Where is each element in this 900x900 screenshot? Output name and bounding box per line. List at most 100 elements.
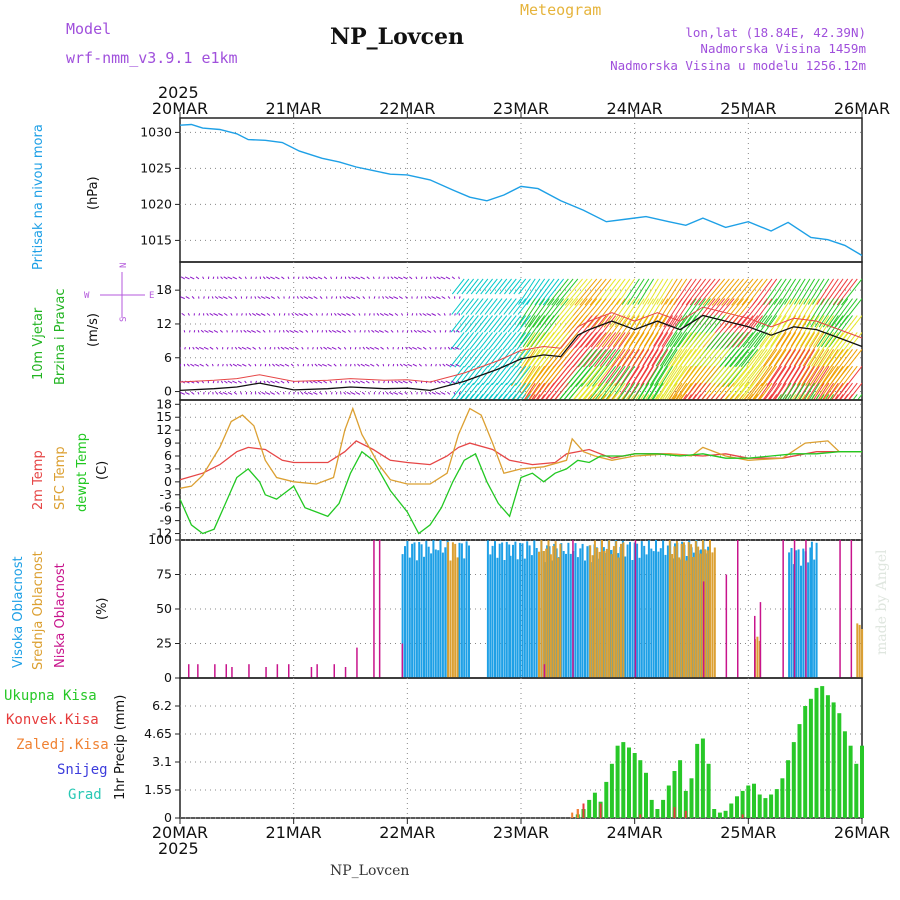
cloud-bar-high [638, 557, 641, 678]
cloud-bar-low [225, 664, 227, 678]
wind-barb [605, 365, 631, 400]
cloud-bar-high [788, 552, 791, 678]
wind-barb [677, 394, 683, 400]
wind-barb [610, 332, 636, 367]
y-tick-label: 18 [156, 282, 172, 297]
wind-barb [607, 315, 631, 348]
wind-barb [237, 380, 242, 384]
wind-barb [635, 394, 640, 400]
wind-barb [352, 312, 356, 316]
wind-barb [785, 315, 806, 347]
wind-barb [256, 329, 261, 333]
cloud-bar-mid [706, 550, 709, 678]
wind-barb [567, 382, 583, 400]
cloud-bar-high [411, 543, 414, 678]
wind-barb [508, 298, 522, 315]
wind-barb [383, 380, 385, 384]
panel-wind: 0 6 12 18 [156, 261, 863, 401]
wind-barb [447, 346, 451, 350]
cloud-bar-high [586, 546, 589, 678]
wind-barb [746, 278, 768, 306]
wind-barb [584, 278, 607, 306]
temp-unit: (C) [95, 461, 110, 480]
wind-barb [632, 382, 645, 400]
cloud-bar-mid [668, 540, 671, 678]
y-tick-label: 75 [156, 567, 172, 582]
wind-barb [385, 391, 389, 395]
wind-barb [793, 332, 816, 367]
wind-barb [532, 382, 546, 400]
wind-barb [560, 278, 583, 306]
wind-barb [183, 330, 186, 333]
cloud-bar-low [782, 540, 784, 678]
wind-barb [433, 329, 437, 333]
wind-barb [484, 298, 498, 315]
wind-barb [297, 363, 299, 367]
cloud-bar-high [444, 547, 447, 678]
wind-barb [508, 278, 522, 295]
wind-barb [801, 349, 825, 386]
wind-barb [189, 276, 195, 280]
cloud-bar-high [512, 544, 514, 678]
wind-barb [701, 382, 716, 400]
wind-barb [199, 363, 204, 367]
wind-barb [493, 315, 508, 333]
wind-barb [763, 382, 778, 400]
wind-barb [601, 315, 626, 348]
wind-barb [751, 365, 778, 400]
cloud-bar-mid [699, 553, 702, 678]
wind-barb [346, 391, 351, 395]
wind-barb [241, 346, 247, 350]
wind-barb [244, 380, 247, 384]
wind-unit: (m/s) [86, 313, 101, 347]
wind-barb [454, 313, 456, 316]
wind-barb [335, 391, 338, 395]
wind-barb [255, 380, 257, 384]
wind-barb [673, 315, 697, 348]
wind-barb [233, 391, 238, 395]
wind-barb [777, 298, 797, 328]
wind-barb [468, 365, 484, 386]
precip-bar-total [769, 794, 774, 818]
wind-barb [427, 329, 432, 333]
wind-barb [266, 312, 271, 316]
wind-barb [822, 332, 849, 367]
wind-barb [231, 330, 234, 333]
wind-barb [244, 276, 247, 280]
wind-barb [282, 330, 285, 333]
wind-barb [507, 332, 522, 350]
wind-barb [487, 348, 503, 368]
wind-barb [639, 315, 659, 347]
temp-sfc-line [179, 406, 862, 489]
wind-barb [639, 394, 645, 400]
wind-barb [681, 315, 707, 348]
wind-barb [594, 332, 621, 368]
wind-barb [742, 315, 768, 348]
wind-barb [669, 315, 692, 347]
cloud-bar-mid [683, 542, 685, 678]
wind-barb [316, 330, 319, 333]
cloud-bar-high [434, 549, 437, 678]
cloud-bar-high [530, 555, 533, 678]
wind-barb [733, 382, 749, 400]
wind-barb [379, 312, 384, 316]
wind-barb [483, 332, 498, 350]
wind-barb [641, 365, 664, 400]
wind-barb [362, 296, 366, 299]
station-title: NP_Lovcen [330, 24, 464, 50]
wind-barb [663, 394, 669, 400]
wind-barb [331, 346, 337, 350]
wind-barb [460, 315, 475, 333]
wind-barb [357, 363, 361, 367]
wind-barb [652, 382, 664, 400]
wind-barb [405, 296, 408, 299]
wind-barb [293, 391, 295, 395]
precip-bar-total [842, 731, 847, 818]
wind-barb [523, 382, 536, 400]
wind-barb [248, 312, 252, 316]
wind-barb [227, 276, 233, 280]
wind-barb [243, 329, 247, 333]
wind-barb [517, 298, 531, 315]
cloud-bar-mid [589, 545, 592, 678]
wind-barb [328, 329, 332, 333]
